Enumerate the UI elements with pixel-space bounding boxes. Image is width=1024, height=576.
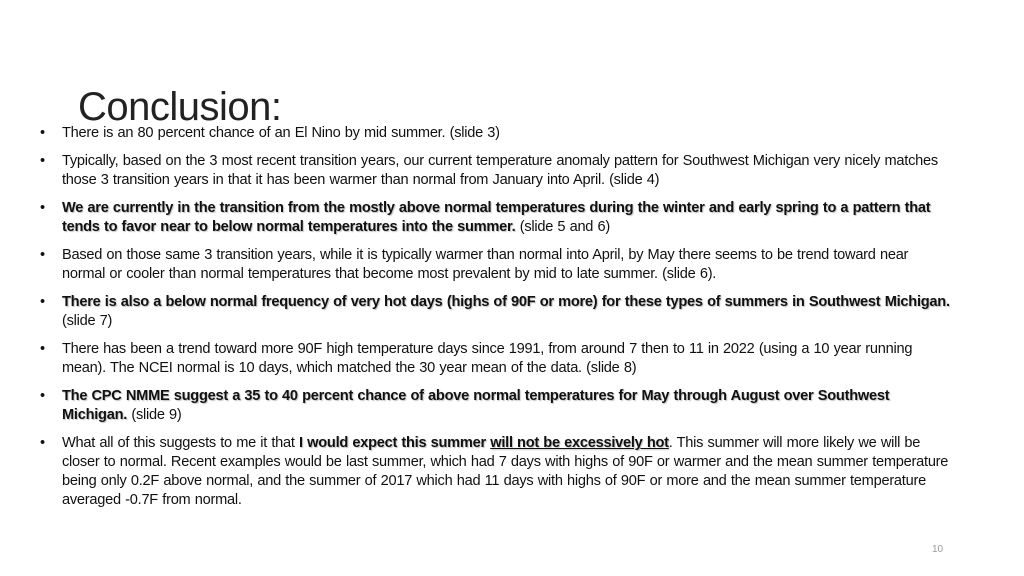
slide-reference: (slide 7)	[62, 313, 113, 329]
bullet-icon: •	[40, 247, 45, 263]
bullet-text: . This summer will more likely we will b…	[62, 435, 949, 508]
bullet-text-bold: I would expect this summer	[299, 435, 491, 451]
bullet-item: • There has been a trend toward more 90F …	[40, 340, 955, 378]
slide-reference: (slide 9)	[127, 407, 182, 423]
slide-reference: (slide 5 and 6)	[515, 219, 610, 235]
bullet-icon: •	[40, 125, 45, 141]
bullet-list: • There is an 80 percent chance of an El …	[40, 124, 955, 519]
slide-title: Conclusion:	[78, 84, 282, 129]
bullet-icon: •	[40, 388, 45, 404]
bullet-text: There is an 80 percent chance of an El N…	[62, 125, 450, 141]
bullet-text-bold: The CPC NMME suggest a 35 to 40 percent …	[62, 388, 890, 423]
bullet-icon: •	[40, 435, 45, 451]
bullet-text: There has been a trend toward more 90F h…	[62, 341, 913, 376]
bullet-text: What all of this suggests to me it that	[62, 435, 300, 451]
bullet-item: • We are currently in the transition from…	[40, 199, 955, 237]
bullet-icon: •	[40, 200, 45, 216]
slide-reference: (slide 3)	[449, 125, 500, 141]
bullet-item: • Typically, based on the 3 most recent t…	[40, 152, 955, 190]
bullet-text: Typically, based on the 3 most recent tr…	[62, 153, 938, 188]
page-number: 10	[932, 544, 944, 555]
bullet-text-bold: We are currently in the transition from …	[62, 200, 931, 235]
bullet-icon: •	[40, 341, 45, 357]
bullet-text-bold: There is also a below normal frequency o…	[62, 294, 950, 310]
bullet-icon: •	[40, 153, 45, 169]
bullet-icon: •	[40, 294, 45, 310]
bullet-text: Based on those same 3 transition years, …	[62, 247, 909, 282]
bullet-item: • There is also a below normal frequency …	[40, 293, 955, 331]
bullet-item: • The CPC NMME suggest a 35 to 40 percent…	[40, 387, 955, 425]
bullet-item: • What all of this suggests to me it that…	[40, 434, 955, 510]
bullet-text-bold-underlined: will not be excessively hot	[490, 435, 669, 451]
bullet-item: • Based on those same 3 transition years,…	[40, 246, 955, 284]
bullet-item: • There is an 80 percent chance of an El …	[40, 124, 955, 143]
